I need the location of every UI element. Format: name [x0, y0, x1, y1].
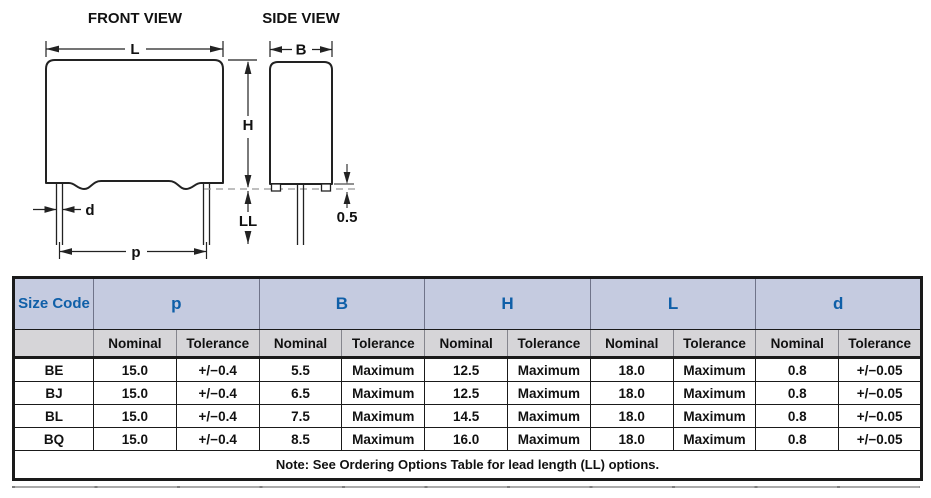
- value-cell: 14.5: [424, 404, 508, 428]
- value-cell: +/−0.05: [838, 381, 923, 405]
- group-header-L: L: [589, 277, 757, 330]
- front-view-title: FRONT VIEW: [88, 10, 183, 27]
- value-cell: 16.0: [424, 427, 508, 451]
- dim-LL: [244, 191, 252, 244]
- nominal-header: Nominal: [755, 329, 840, 359]
- dim-B-label: B: [296, 42, 307, 59]
- value-cell: 15.0: [93, 357, 177, 382]
- value-cell: 8.5: [258, 427, 343, 451]
- dim-L-label: L: [130, 41, 139, 58]
- dim-p-label: p: [131, 244, 140, 261]
- value-cell: 15.0: [93, 404, 177, 428]
- dim-standoff-label: 0.5: [337, 209, 358, 226]
- value-cell: +/−0.05: [838, 427, 923, 451]
- nominal-header: Nominal: [589, 329, 674, 359]
- value-cell: 0.8: [755, 381, 840, 405]
- value-cell: Maximum: [672, 357, 757, 382]
- sub-header-row: Nominal Tolerance Nominal Tolerance Nomi…: [13, 329, 923, 359]
- value-cell: 15.0: [93, 427, 177, 451]
- size-code-header: Size Code: [13, 277, 94, 330]
- size-code-cell: BE: [13, 357, 94, 382]
- group-header-B: B: [258, 277, 426, 330]
- size-code-cell: BL: [13, 404, 94, 428]
- front-view-body: [45, 59, 224, 190]
- dimensions-table: Size Code p B H L d Nominal Tolerance No…: [12, 276, 924, 481]
- side-view-title: SIDE VIEW: [262, 10, 340, 27]
- nominal-header: Nominal: [258, 329, 343, 359]
- value-cell: Maximum: [341, 404, 426, 428]
- value-cell: +/−0.4: [175, 357, 260, 382]
- value-cell: 6.5: [258, 381, 343, 405]
- group-header-d: d: [755, 277, 923, 330]
- nominal-header: Nominal: [424, 329, 508, 359]
- tolerance-header: Tolerance: [175, 329, 260, 359]
- value-cell: Maximum: [341, 381, 426, 405]
- value-cell: 0.8: [755, 404, 840, 428]
- value-cell: 12.5: [424, 381, 508, 405]
- tolerance-header: Tolerance: [838, 329, 923, 359]
- value-cell: 18.0: [589, 427, 674, 451]
- value-cell: 12.5: [424, 357, 508, 382]
- value-cell: Maximum: [507, 427, 591, 451]
- table-body: BE 15.0 +/−0.4 5.5 Maximum 12.5 Maximum 18.0 Max…: [13, 357, 923, 451]
- value-cell: 0.8: [755, 357, 840, 382]
- value-cell: 18.0: [589, 404, 674, 428]
- dim-standoff: [334, 164, 354, 208]
- dimensions-table-container: Size Code p B H L d Nominal Tolerance No…: [12, 276, 924, 481]
- dim-H: [228, 59, 257, 188]
- dim-d: [33, 206, 81, 213]
- side-view-body: [269, 61, 333, 185]
- next-table-top-border: [12, 486, 920, 488]
- empty-corner-cell: [13, 329, 94, 359]
- tolerance-header: Tolerance: [672, 329, 757, 359]
- value-cell: 18.0: [589, 357, 674, 382]
- dimension-diagram: FRONT VIEW SIDE VIEW L H LL: [33, 10, 358, 261]
- table-row: BL 15.0 +/−0.4 7.5 Maximum 14.5 Maximum 18.0 Max…: [13, 404, 923, 428]
- dim-d-label: d: [85, 202, 94, 219]
- size-code-cell: BQ: [13, 427, 94, 451]
- side-view-lead: [296, 185, 305, 245]
- group-header-row: Size Code p B H L d: [13, 277, 923, 330]
- dim-H-label: H: [243, 117, 254, 134]
- value-cell: Maximum: [507, 357, 591, 382]
- group-header-H: H: [424, 277, 591, 330]
- value-cell: 0.8: [755, 427, 840, 451]
- value-cell: Maximum: [507, 381, 591, 405]
- table-row: BE 15.0 +/−0.4 5.5 Maximum 12.5 Maximum 18.0 Max…: [13, 357, 923, 382]
- nominal-header: Nominal: [93, 329, 177, 359]
- note-row: Note: See Ordering Options Table for lea…: [12, 450, 923, 480]
- front-view-leads: [55, 183, 211, 245]
- value-cell: +/−0.05: [838, 357, 923, 382]
- value-cell: 18.0: [589, 381, 674, 405]
- value-cell: Maximum: [341, 357, 426, 382]
- tolerance-header: Tolerance: [341, 329, 426, 359]
- value-cell: +/−0.4: [175, 381, 260, 405]
- value-cell: 15.0: [93, 381, 177, 405]
- size-code-cell: BJ: [13, 381, 94, 405]
- value-cell: Maximum: [341, 427, 426, 451]
- tolerance-header: Tolerance: [507, 329, 591, 359]
- value-cell: Maximum: [672, 381, 757, 405]
- dim-B: [269, 41, 333, 57]
- dim-p: [58, 242, 208, 259]
- table-note: Note: See Ordering Options Table for lea…: [12, 450, 923, 480]
- value-cell: Maximum: [672, 427, 757, 451]
- dim-LL-label: LL: [239, 213, 257, 230]
- value-cell: Maximum: [672, 404, 757, 428]
- table-row: BJ 15.0 +/−0.4 6.5 Maximum 12.5 Maximum 18.0 Max…: [13, 381, 923, 405]
- value-cell: +/−0.4: [175, 427, 260, 451]
- dim-L: [45, 41, 224, 57]
- value-cell: +/−0.05: [838, 404, 923, 428]
- group-header-p: p: [93, 277, 260, 330]
- table-row: BQ 15.0 +/−0.4 8.5 Maximum 16.0 Maximum 18.0 Max…: [13, 427, 923, 451]
- value-cell: +/−0.4: [175, 404, 260, 428]
- side-view-feet: [270, 183, 332, 192]
- value-cell: 5.5: [258, 357, 343, 382]
- value-cell: Maximum: [507, 404, 591, 428]
- value-cell: 7.5: [258, 404, 343, 428]
